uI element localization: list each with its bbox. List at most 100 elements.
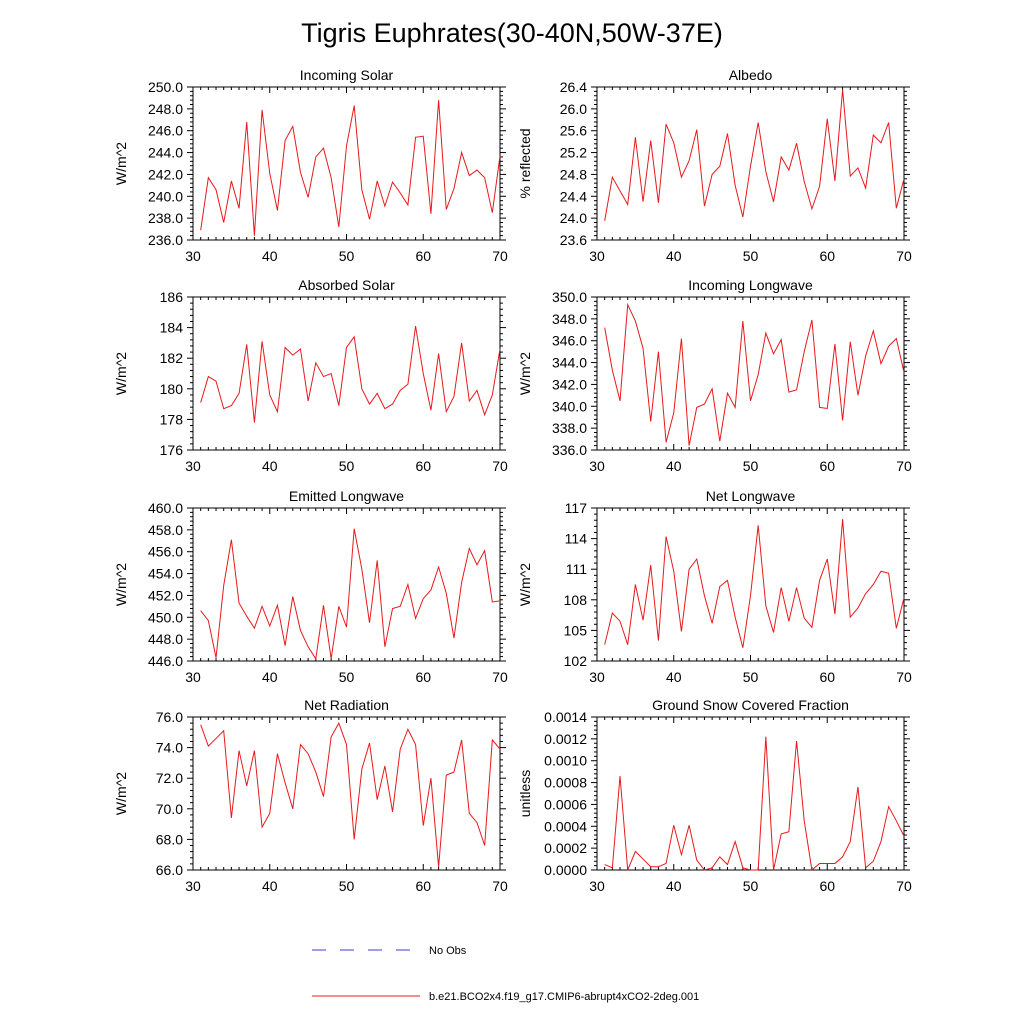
y-tick-label: 102: [564, 653, 588, 669]
y-tick-label: 344.0: [552, 355, 587, 371]
y-axis-label: W/m^2: [517, 563, 533, 606]
y-tick-label: 336.0: [552, 442, 587, 458]
y-tick-label: 24.4: [560, 188, 587, 204]
model-series-line: [604, 89, 905, 221]
x-tick-label: 50: [743, 248, 759, 264]
y-axis-label: % reflected: [517, 128, 533, 198]
figure-title: Tigris Euphrates(30-40N,50W-37E): [301, 18, 723, 48]
y-tick-label: 246.0: [148, 123, 183, 139]
y-tick-label: 244.0: [148, 145, 183, 161]
plot-frame: [596, 296, 905, 451]
model-series-line: [604, 736, 905, 871]
plot-frame: [596, 507, 905, 662]
y-axis-label: W/m^2: [113, 563, 129, 606]
x-tick-label: 70: [492, 458, 508, 474]
x-tick-label: 60: [415, 458, 431, 474]
y-tick-label: 338.0: [552, 420, 587, 436]
y-tick-label: 0.0008: [544, 775, 587, 791]
y-tick-label: 0.0000: [544, 862, 587, 878]
y-tick-label: 0.0012: [544, 731, 587, 747]
x-tick-label: 30: [185, 878, 201, 894]
panel-title: Net Longwave: [706, 488, 796, 504]
x-tick-label: 40: [666, 458, 682, 474]
model-series-line: [200, 325, 501, 423]
x-tick-label: 60: [819, 248, 835, 264]
y-tick-label: 25.6: [560, 123, 587, 139]
panel-6: Net Longwave W/m^2 30 40 50 60 70 102 105 108 111 1…: [517, 488, 912, 685]
x-tick-label: 70: [896, 669, 912, 685]
y-tick-label: 182: [160, 350, 184, 366]
y-tick-label: 248.0: [148, 101, 183, 117]
legend: No Obs b.e21.BCO2x4.f19_g17.CMIP6-abrupt…: [312, 945, 699, 1003]
x-tick-label: 40: [262, 248, 278, 264]
y-tick-label: 348.0: [552, 311, 587, 327]
y-tick-label: 460.0: [148, 500, 183, 516]
legend-model-label: b.e21.BCO2x4.f19_g17.CMIP6-abrupt4xCO2-2…: [429, 991, 699, 1003]
panel-3: Absorbed Solar W/m^2 30 40 50 60 70 176 178 180 18…: [113, 277, 508, 474]
x-tick-label: 30: [185, 669, 201, 685]
y-tick-label: 450.0: [148, 609, 183, 625]
panel-4: Incoming Longwave W/m^2 30 40 50 60 70 336.0 338…: [517, 277, 912, 474]
x-tick-label: 50: [339, 669, 355, 685]
model-series-line: [200, 100, 501, 236]
y-tick-label: 346.0: [552, 333, 587, 349]
y-tick-label: 23.6: [560, 232, 587, 248]
y-tick-label: 117: [565, 500, 588, 516]
y-tick-label: 448.0: [148, 631, 183, 647]
y-tick-label: 0.0006: [544, 796, 587, 812]
y-axis-label: W/m^2: [113, 352, 129, 395]
x-tick-label: 40: [262, 878, 278, 894]
y-axis-label: W/m^2: [517, 352, 533, 395]
x-tick-label: 30: [589, 458, 605, 474]
y-tick-label: 238.0: [148, 210, 183, 226]
x-tick-label: 70: [896, 878, 912, 894]
y-tick-label: 186: [160, 289, 184, 305]
x-tick-label: 40: [262, 458, 278, 474]
y-tick-label: 250.0: [148, 79, 183, 95]
panel-8: Ground Snow Covered Fraction unitless 30 40…: [517, 697, 912, 894]
y-tick-label: 184: [160, 320, 184, 336]
model-series-line: [200, 721, 501, 867]
y-tick-label: 454.0: [148, 566, 183, 582]
y-axis-label: unitless: [517, 770, 533, 817]
y-tick-label: 178: [160, 411, 184, 427]
x-tick-label: 30: [589, 248, 605, 264]
y-tick-label: 452.0: [148, 587, 183, 603]
y-axis-label: W/m^2: [113, 142, 129, 185]
panel-title: Ground Snow Covered Fraction: [652, 697, 849, 713]
y-tick-label: 25.2: [560, 145, 587, 161]
y-tick-label: 0.0004: [544, 818, 587, 834]
panel-title: Net Radiation: [304, 697, 389, 713]
panel-2: Albedo % reflected 30 40 50 60 70 23.6 24.0 24.4 2…: [517, 67, 912, 264]
x-tick-label: 50: [743, 878, 759, 894]
legend-obs-label: No Obs: [429, 945, 467, 957]
y-tick-label: 74.0: [156, 740, 183, 756]
y-axis-label: W/m^2: [113, 772, 129, 815]
panel-title: Incoming Solar: [300, 67, 394, 83]
plot-frame: [192, 86, 501, 241]
x-tick-label: 50: [339, 248, 355, 264]
x-tick-label: 70: [896, 458, 912, 474]
y-tick-label: 72.0: [156, 770, 183, 786]
y-tick-label: 236.0: [148, 232, 183, 248]
panel-5: Emitted Longwave W/m^2 30 40 50 60 70 446.0 448.…: [113, 488, 508, 685]
x-tick-label: 40: [666, 878, 682, 894]
y-tick-label: 240.0: [148, 188, 183, 204]
x-tick-label: 60: [415, 669, 431, 685]
x-tick-label: 30: [589, 878, 605, 894]
y-tick-label: 114: [565, 531, 588, 547]
y-tick-label: 458.0: [148, 522, 183, 538]
y-tick-label: 340.0: [552, 398, 587, 414]
model-series-line: [604, 519, 905, 648]
y-tick-label: 111: [566, 561, 587, 577]
x-tick-label: 40: [262, 669, 278, 685]
x-tick-label: 30: [589, 669, 605, 685]
x-tick-label: 30: [185, 248, 201, 264]
y-tick-label: 66.0: [156, 862, 183, 878]
panel-title: Incoming Longwave: [688, 277, 813, 293]
x-tick-label: 70: [492, 669, 508, 685]
y-tick-label: 68.0: [156, 831, 183, 847]
x-tick-label: 60: [415, 248, 431, 264]
x-tick-label: 60: [819, 669, 835, 685]
